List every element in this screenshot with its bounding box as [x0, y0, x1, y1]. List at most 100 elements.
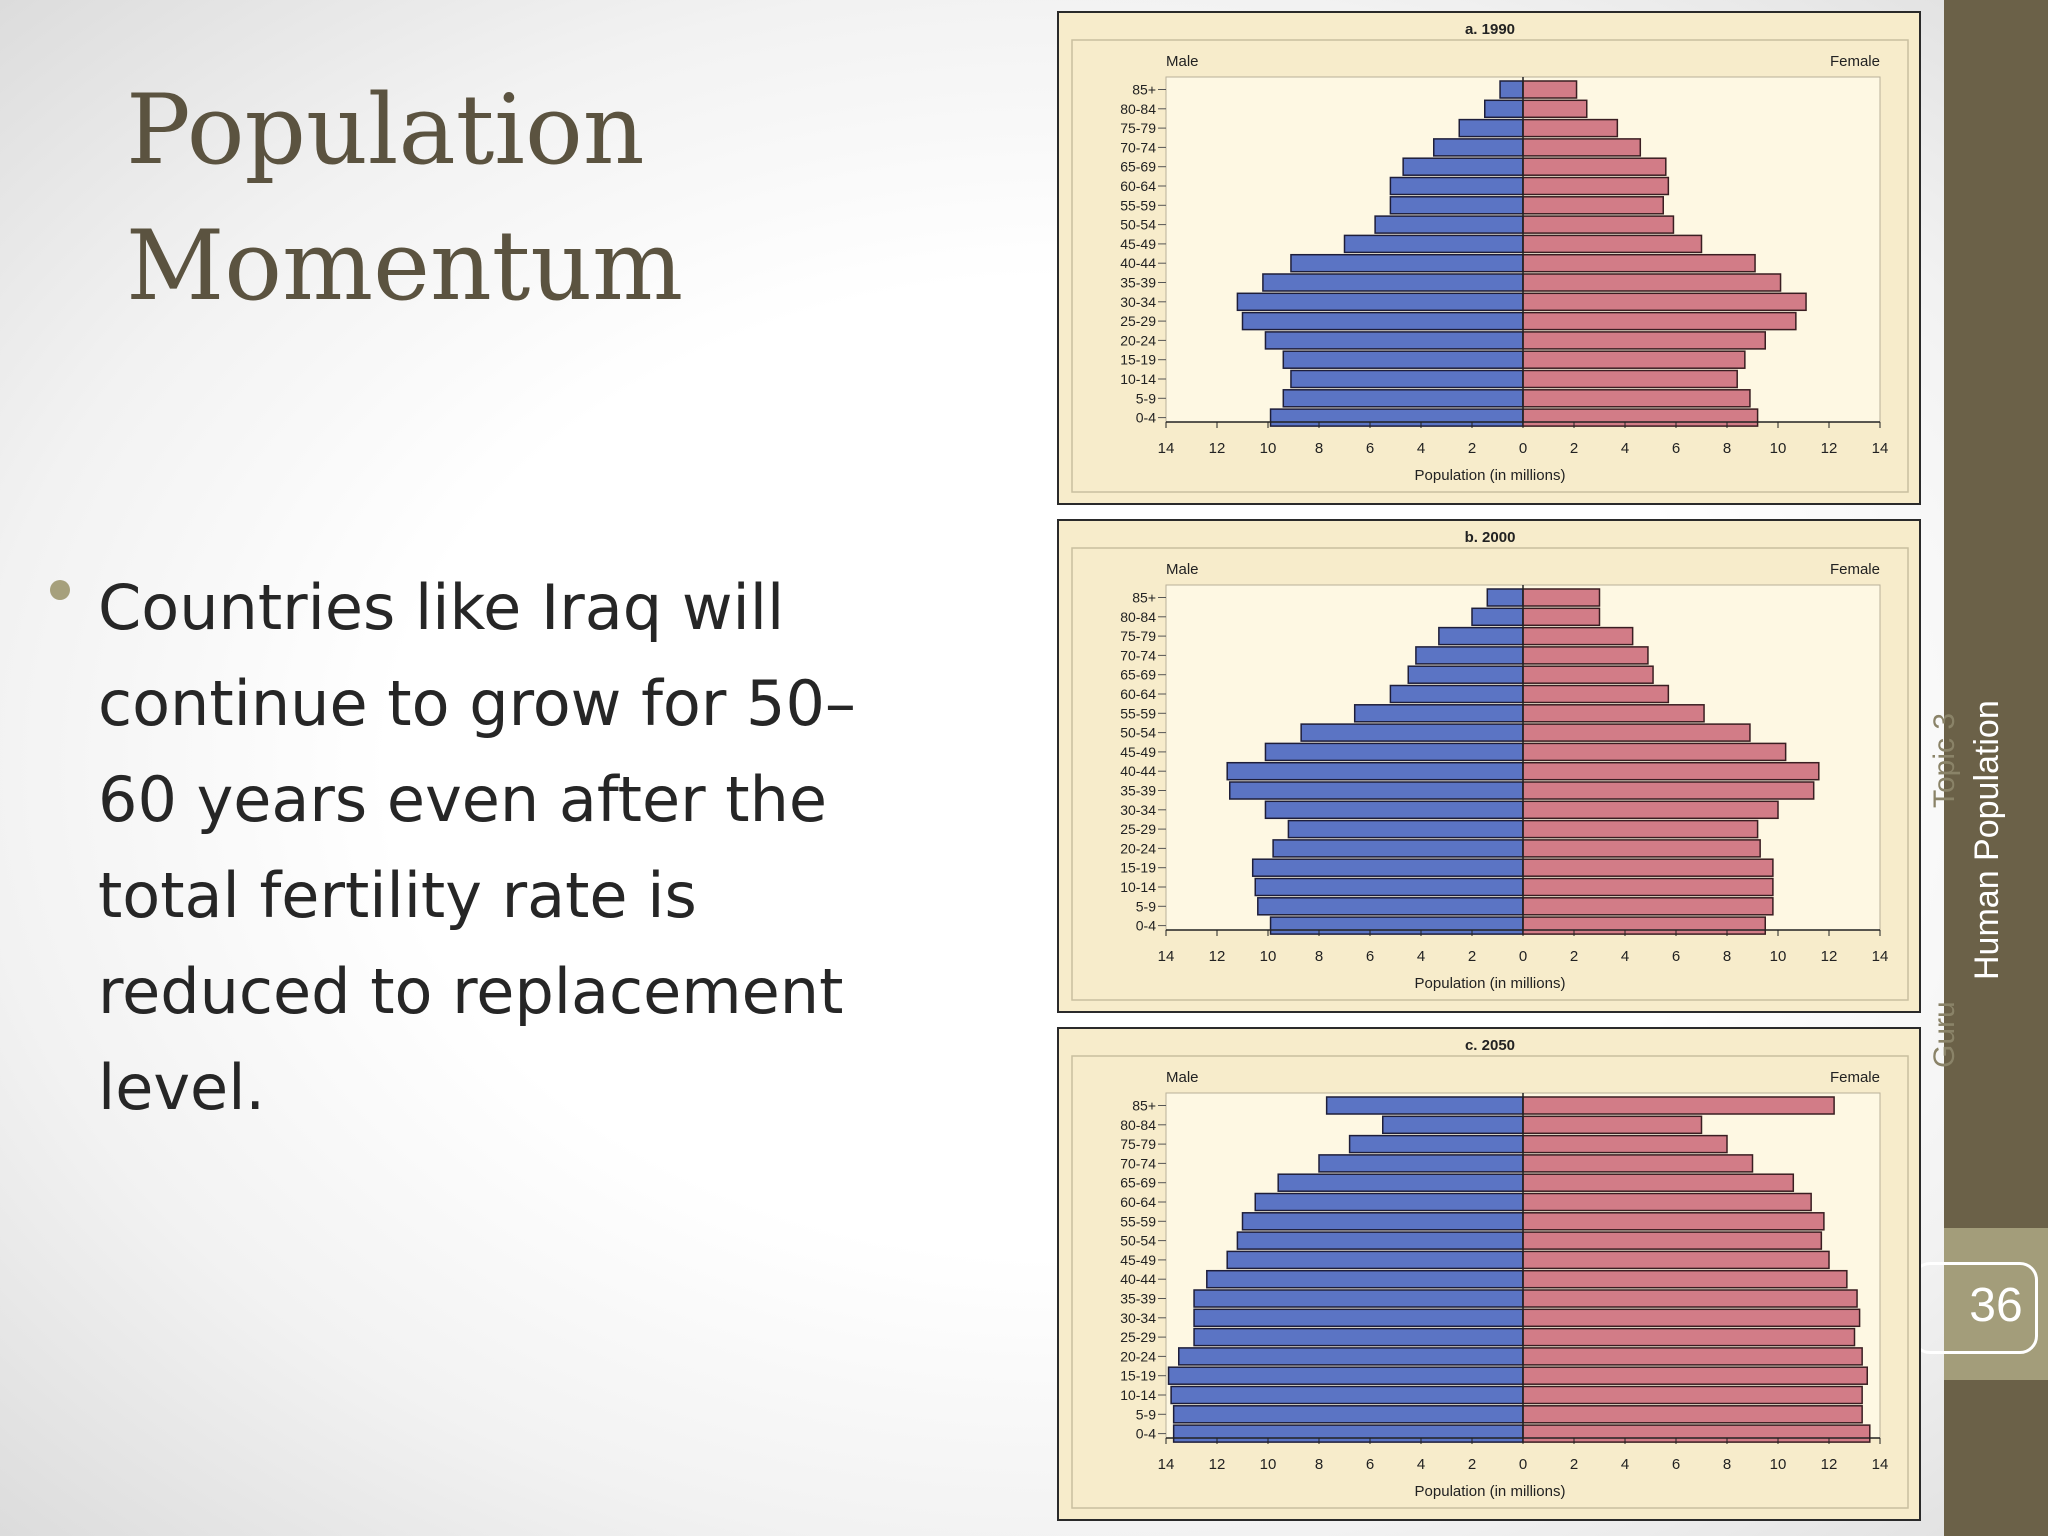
x-axis-label: Population (in millions): [1415, 1483, 1566, 1500]
female-bar: [1522, 350, 1746, 369]
x-tick-label: 10: [1770, 948, 1787, 965]
age-label: 65-69: [1120, 159, 1156, 175]
sidebar-title: Human Population: [1968, 700, 2006, 980]
x-tick-label: 10: [1260, 1456, 1277, 1473]
male-bar: [1458, 118, 1524, 138]
female-bar: [1522, 1096, 1835, 1115]
female-bar: [1522, 819, 1759, 839]
age-label: 70-74: [1120, 1155, 1156, 1171]
x-axis-label: Population (in millions): [1415, 467, 1566, 484]
x-tick-label: 4: [1621, 440, 1629, 457]
age-label: 15-19: [1120, 352, 1156, 368]
male-bar: [1236, 292, 1524, 312]
age-label: 65-69: [1120, 667, 1156, 683]
male-bar: [1382, 1115, 1524, 1135]
x-tick-label: 10: [1260, 440, 1277, 457]
x-tick-label: 2: [1570, 948, 1578, 965]
x-tick-label: 4: [1621, 948, 1629, 965]
slide-title-line-2: Momentum: [126, 210, 684, 322]
age-label: 45-49: [1120, 1252, 1156, 1268]
bullet-dot: [50, 580, 70, 600]
age-label: 35-39: [1120, 783, 1156, 799]
female-bar: [1522, 1289, 1858, 1308]
female-bar: [1522, 1231, 1823, 1250]
age-label: 55-59: [1120, 705, 1156, 721]
age-label: 85+: [1132, 82, 1156, 98]
male-bar: [1272, 839, 1524, 858]
x-tick-label: 6: [1672, 1456, 1680, 1473]
age-label: 45-49: [1120, 236, 1156, 252]
x-tick-label: 4: [1417, 440, 1425, 457]
population-pyramids-svg: a. 1990 Male Female 85+ 80-84 75-79 70-74 65-69…: [1057, 11, 1921, 1521]
pyramid-inner-frame-0: [1071, 39, 1909, 493]
pyramid-title: a. 1990: [1465, 21, 1515, 38]
female-bar: [1522, 176, 1670, 196]
x-tick-label: 10: [1770, 440, 1787, 457]
age-label: 10-14: [1120, 1387, 1156, 1403]
male-bar: [1262, 273, 1524, 292]
male-bar: [1287, 819, 1524, 839]
x-tick-label: 8: [1315, 1456, 1323, 1473]
sidebar-author: Guru: [1928, 1001, 1961, 1068]
age-label: 55-59: [1120, 1213, 1156, 1229]
age-label: 85+: [1132, 1098, 1156, 1114]
male-bar: [1415, 646, 1524, 665]
female-bar: [1522, 646, 1649, 665]
female-label: Female: [1830, 53, 1880, 70]
age-label: 25-29: [1120, 1329, 1156, 1345]
female-bar: [1522, 742, 1787, 762]
female-bar: [1522, 1385, 1863, 1405]
female-bar: [1522, 588, 1601, 607]
age-label: 75-79: [1120, 120, 1156, 136]
x-tick-label: 8: [1723, 948, 1731, 965]
female-bar: [1522, 1366, 1868, 1385]
age-label: 15-19: [1120, 860, 1156, 876]
x-tick-label: 8: [1315, 440, 1323, 457]
male-bar: [1257, 897, 1524, 916]
age-label: 35-39: [1120, 275, 1156, 291]
female-bar: [1522, 408, 1759, 427]
sidebar-topic: Topic 3: [1928, 712, 1961, 808]
male-bar: [1290, 253, 1524, 273]
male-bar: [1290, 369, 1524, 389]
age-label: 55-59: [1120, 197, 1156, 213]
age-label: 45-49: [1120, 744, 1156, 760]
x-tick-label: 12: [1821, 948, 1838, 965]
x-tick-label: 12: [1821, 440, 1838, 457]
male-bar: [1264, 800, 1524, 820]
age-label: 25-29: [1120, 821, 1156, 837]
male-bar: [1484, 99, 1524, 119]
female-bar: [1522, 80, 1578, 99]
male-bar: [1241, 311, 1524, 331]
pyramid-title: c. 2050: [1465, 1037, 1515, 1054]
female-bar: [1522, 234, 1703, 254]
x-tick-label: 2: [1468, 1456, 1476, 1473]
female-bar: [1522, 311, 1797, 331]
male-label: Male: [1166, 53, 1199, 70]
x-tick-label: 8: [1315, 948, 1323, 965]
female-bar: [1522, 215, 1675, 234]
female-bar: [1522, 897, 1774, 916]
female-label: Female: [1830, 561, 1880, 578]
male-bar: [1167, 1366, 1524, 1385]
female-bar: [1522, 389, 1751, 408]
age-label: 80-84: [1120, 1117, 1156, 1133]
age-label: 5-9: [1136, 1406, 1156, 1422]
female-bar: [1522, 1347, 1863, 1366]
age-label: 50-54: [1120, 725, 1156, 741]
age-label: 15-19: [1120, 1368, 1156, 1384]
age-label: 70-74: [1120, 139, 1156, 155]
female-bar: [1522, 723, 1751, 742]
x-tick-label: 12: [1209, 948, 1226, 965]
x-tick-label: 8: [1723, 440, 1731, 457]
x-tick-label: 10: [1260, 948, 1277, 965]
age-label: 30-34: [1120, 294, 1156, 310]
male-bar: [1229, 781, 1524, 800]
female-bar: [1522, 1327, 1856, 1347]
female-bar: [1522, 273, 1782, 292]
female-bar: [1522, 916, 1766, 935]
female-bar: [1522, 1192, 1812, 1212]
x-tick-label: 6: [1366, 948, 1374, 965]
male-bar: [1374, 215, 1524, 234]
female-bar: [1522, 607, 1601, 627]
